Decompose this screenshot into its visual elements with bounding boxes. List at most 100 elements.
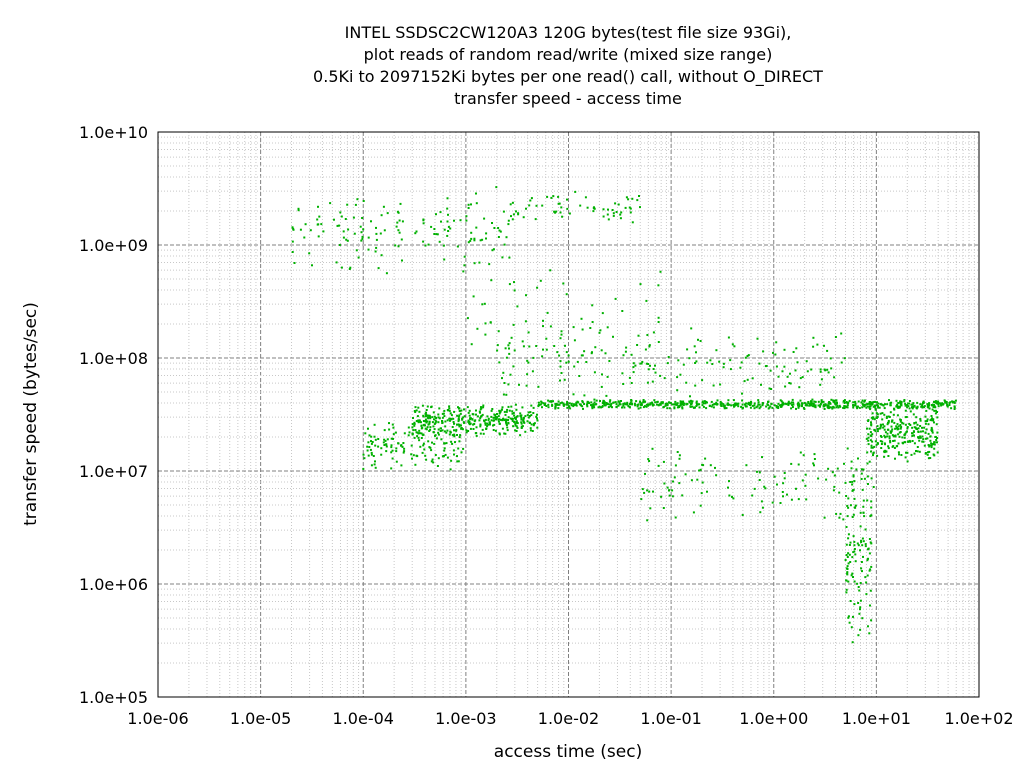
scatter-point	[441, 429, 444, 432]
scatter-point	[696, 478, 699, 481]
scatter-point	[912, 413, 915, 416]
scatter-point	[887, 421, 889, 424]
scatter-point	[706, 490, 708, 493]
scatter-point	[915, 416, 918, 419]
scatter-point	[383, 444, 386, 446]
scatter-point	[860, 472, 863, 475]
scatter-point	[437, 421, 440, 424]
scatter-point	[933, 400, 935, 403]
scatter-point	[608, 403, 611, 406]
scatter-point	[456, 434, 458, 436]
scatter-point	[786, 375, 789, 378]
scatter-point	[715, 349, 718, 352]
scatter-point	[770, 402, 773, 405]
scatter-point	[533, 422, 536, 425]
scatter-point	[791, 406, 794, 408]
scatter-point	[877, 402, 880, 405]
scatter-point	[813, 400, 816, 403]
scatter-point	[868, 632, 871, 635]
scatter-point	[871, 417, 874, 420]
scatter-point	[819, 405, 821, 408]
scatter-point	[869, 405, 872, 408]
scatter-point	[420, 432, 423, 435]
scatter-point	[492, 419, 495, 422]
scatter-point	[311, 264, 313, 267]
scatter-point	[556, 351, 559, 354]
scatter-point	[499, 410, 502, 413]
scatter-point	[629, 403, 632, 405]
scatter-point	[443, 415, 446, 418]
scatter-point	[919, 430, 922, 433]
scatter-point	[846, 447, 849, 450]
y-tick-label: 1.0e+05	[79, 688, 148, 707]
scatter-point	[925, 428, 928, 431]
scatter-point	[887, 445, 890, 448]
scatter-point	[494, 429, 497, 432]
scatter-point	[917, 427, 920, 430]
scatter-point	[367, 441, 370, 444]
scatter-point	[903, 400, 906, 403]
scatter-point	[804, 484, 807, 487]
scatter-point	[846, 556, 849, 558]
scatter-point	[612, 212, 615, 215]
scatter-point	[758, 407, 761, 410]
scatter-point	[810, 402, 813, 405]
scatter-point	[753, 402, 756, 405]
scatter-point	[603, 404, 606, 407]
scatter-point	[803, 408, 806, 410]
scatter-point	[852, 404, 855, 407]
scatter-point	[746, 355, 749, 357]
scatter-point	[554, 405, 557, 408]
scatter-point	[463, 255, 466, 258]
scatter-point	[450, 440, 453, 443]
scatter-point	[422, 222, 425, 225]
scatter-point	[897, 406, 900, 409]
scatter-point	[897, 442, 900, 445]
scatter-point	[699, 468, 702, 471]
scatter-point	[520, 422, 523, 425]
scatter-point	[948, 402, 951, 405]
scatter-point	[843, 407, 846, 410]
scatter-point	[648, 490, 651, 493]
scatter-point	[722, 403, 725, 406]
scatter-point	[732, 497, 735, 500]
scatter-point	[507, 344, 510, 347]
scatter-point	[432, 425, 435, 428]
scatter-point	[833, 401, 836, 404]
scatter-point	[416, 415, 419, 418]
scatter-point	[457, 447, 460, 450]
scatter-point	[710, 400, 713, 403]
title-line-2: plot reads of random read/write (mixed s…	[364, 45, 773, 64]
scatter-point	[853, 544, 856, 547]
scatter-point	[483, 217, 486, 220]
scatter-point	[837, 406, 840, 409]
scatter-point	[745, 464, 748, 467]
scatter-point	[507, 421, 510, 424]
scatter-point	[374, 466, 377, 469]
scatter-point	[875, 412, 878, 415]
scatter-point	[756, 470, 758, 473]
scatter-point	[400, 464, 403, 467]
scatter-point	[515, 408, 518, 411]
scatter-point	[640, 362, 643, 365]
scatter-point	[424, 424, 426, 427]
scatter-point	[857, 544, 860, 547]
scatter-point	[893, 421, 896, 424]
scatter-point	[883, 407, 886, 410]
scatter-point	[430, 449, 433, 452]
scatter-point	[463, 264, 466, 267]
scatter-point	[529, 411, 532, 414]
scatter-point	[507, 219, 510, 222]
scatter-point	[927, 451, 929, 454]
scatter-point	[674, 400, 677, 403]
scatter-point	[399, 202, 402, 205]
scatter-point	[907, 405, 910, 408]
scatter-point	[549, 269, 552, 272]
scatter-point	[827, 371, 830, 374]
scatter-point	[940, 403, 943, 406]
scatter-point	[450, 414, 453, 417]
scatter-point	[649, 364, 651, 367]
scatter-point	[472, 423, 475, 426]
scatter-point	[864, 545, 867, 548]
scatter-point	[583, 350, 586, 353]
